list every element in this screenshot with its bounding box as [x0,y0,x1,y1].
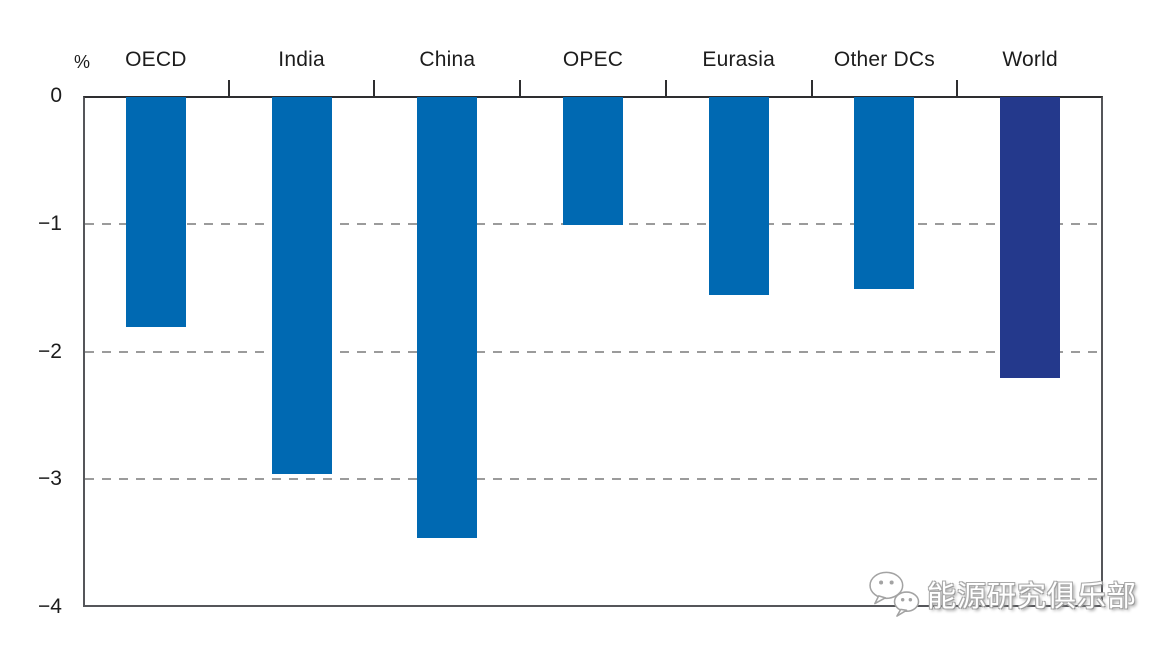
watermark-text: 能源研究俱乐部 [927,581,1138,613]
category-label-world: World [1002,48,1058,71]
category-label-oecd: OECD [125,48,187,71]
top-axis-tick-1 [228,80,230,96]
y-tick-label--1: −1 [38,212,62,235]
y-tick-label--3: −3 [38,467,62,490]
top-axis-tick-5 [811,80,813,96]
top-axis-tick-4 [665,80,667,96]
category-label-eurasia: Eurasia [702,48,776,71]
top-axis-tick-6 [956,80,958,96]
watermark: 能源研究俱乐部 [866,570,1137,618]
bar-eurasia [709,97,769,295]
bar-oecd [126,97,186,327]
y-axis-unit-label: % [74,52,91,72]
wechat-icon [866,570,924,618]
category-label-opec: OPEC [562,48,624,71]
gridline--3 [85,478,1101,480]
category-label-other-dcs: Other DCs [833,48,935,71]
gridline--2 [85,351,1101,353]
bar-china [417,97,477,538]
bar-opec [563,97,623,225]
top-axis-tick-2 [373,80,375,96]
category-label-india: India [278,48,325,71]
y-tick-label--2: −2 [38,340,62,363]
bar-india [272,97,332,474]
top-axis-tick-3 [519,80,521,96]
y-tick-label-0: 0 [50,84,62,107]
y-tick-label--4: −4 [38,595,62,618]
category-label-china: China [419,48,476,71]
bar-other-dcs [854,97,914,289]
bar-world [1000,97,1060,378]
